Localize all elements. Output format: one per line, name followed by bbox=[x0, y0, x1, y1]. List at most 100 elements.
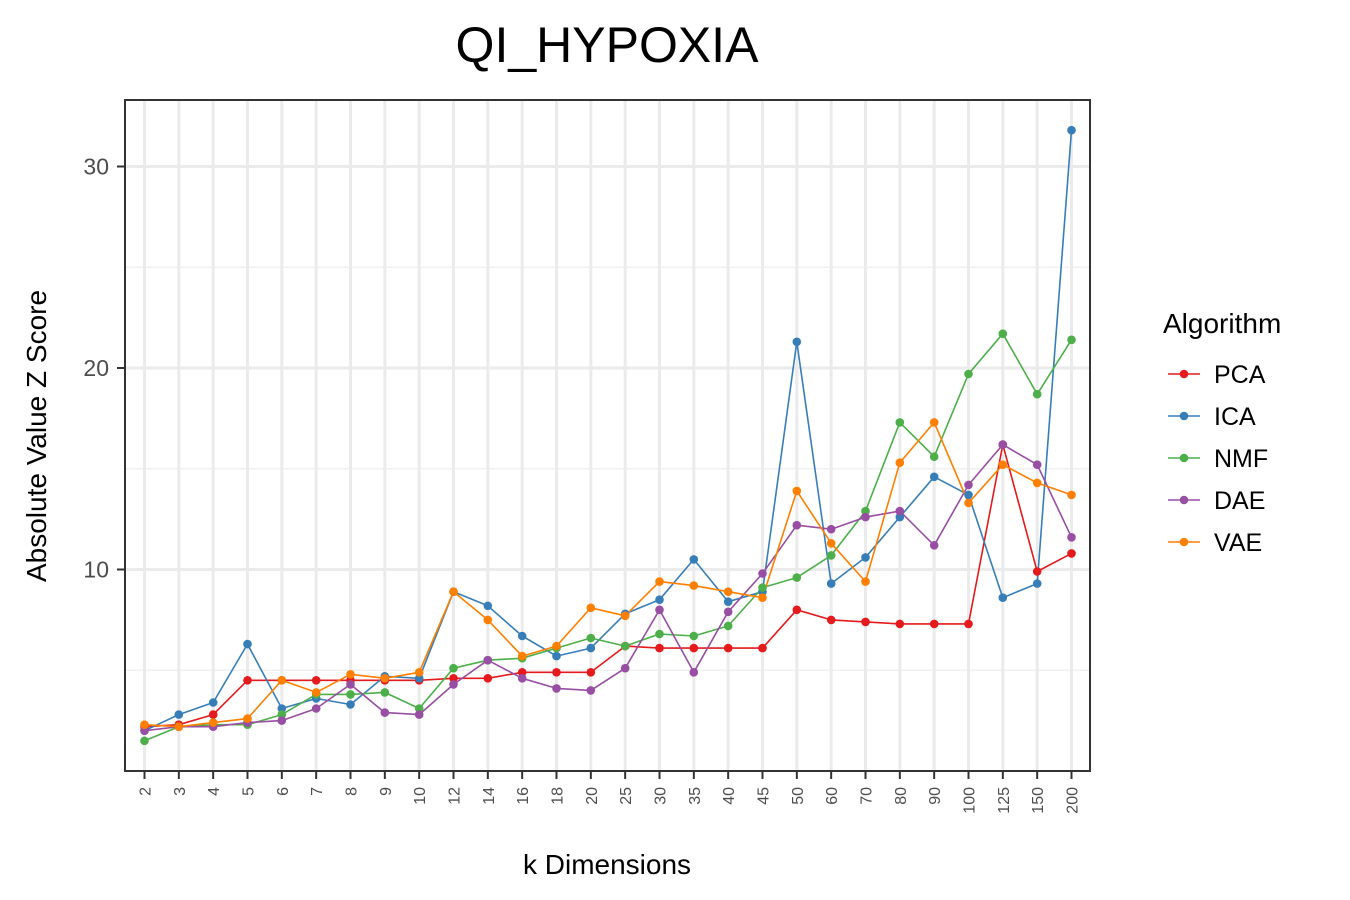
data-point-dae bbox=[758, 569, 767, 578]
legend-label-nmf: NMF bbox=[1214, 445, 1268, 473]
y-axis: 10 20 30 bbox=[83, 153, 125, 582]
x-tick-label: 5 bbox=[241, 787, 258, 796]
legend-label-vae: VAE bbox=[1214, 529, 1262, 557]
y-axis-title: Absolute Value Z Score bbox=[21, 290, 52, 582]
x-tick-label: 8 bbox=[344, 787, 361, 796]
series-points bbox=[140, 125, 1076, 746]
data-point-dae bbox=[346, 680, 355, 689]
data-point-ica bbox=[1067, 125, 1076, 135]
data-point-pca bbox=[208, 710, 218, 719]
x-tick-label: 90 bbox=[927, 787, 944, 805]
x-tick-label: 20 bbox=[584, 787, 601, 805]
data-point-dae bbox=[964, 480, 973, 490]
x-tick-label: 14 bbox=[481, 787, 498, 805]
y-tick-label: 10 bbox=[83, 556, 109, 582]
data-point-dae bbox=[311, 704, 321, 713]
data-point-dae bbox=[140, 726, 149, 735]
data-point-vae bbox=[449, 587, 458, 596]
data-point-vae bbox=[208, 718, 218, 727]
data-point-nmf bbox=[620, 641, 630, 651]
data-point-vae bbox=[311, 688, 321, 697]
data-point-ica bbox=[998, 593, 1008, 602]
x-tick-label: 25 bbox=[618, 787, 635, 805]
data-point-vae bbox=[552, 641, 561, 651]
data-point-vae bbox=[895, 458, 905, 468]
data-point-ica bbox=[655, 595, 664, 604]
data-point-ica bbox=[723, 597, 733, 606]
data-point-dae bbox=[620, 663, 630, 673]
data-point-ica bbox=[277, 704, 287, 713]
data-point-vae bbox=[826, 539, 836, 548]
data-point-ica bbox=[174, 710, 184, 719]
data-point-pca bbox=[723, 643, 733, 653]
series-lines bbox=[144, 130, 1073, 742]
data-point-nmf bbox=[346, 690, 355, 699]
data-point-ica bbox=[861, 553, 870, 562]
data-point-dae bbox=[552, 684, 561, 693]
x-axis: 2 3 4 5 6 7 8 9 10 12 14 16 18 20 25 30 35 40 45 50 60 70 80 90… bbox=[138, 771, 1082, 814]
data-point-vae bbox=[964, 498, 973, 508]
data-point-pca bbox=[929, 619, 939, 629]
x-tick-label: 40 bbox=[721, 787, 738, 805]
data-point-ica bbox=[208, 698, 218, 707]
x-tick-label: 4 bbox=[206, 787, 223, 796]
data-point-vae bbox=[483, 615, 493, 625]
x-tick-label: 3 bbox=[172, 787, 189, 796]
data-point-vae bbox=[620, 611, 630, 621]
x-tick-label: 12 bbox=[447, 787, 464, 805]
legend-key-point-ica bbox=[1179, 411, 1189, 421]
data-point-dae bbox=[998, 440, 1008, 449]
data-point-vae bbox=[655, 577, 664, 586]
series-line-ica bbox=[144, 130, 1073, 732]
data-point-pca bbox=[449, 674, 458, 683]
data-point-dae bbox=[586, 686, 596, 695]
data-point-nmf bbox=[929, 452, 939, 462]
data-point-dae bbox=[1067, 533, 1076, 542]
data-point-nmf bbox=[964, 369, 973, 379]
data-point-dae bbox=[929, 541, 939, 550]
x-tick-label: 125 bbox=[996, 787, 1013, 814]
x-tick-label: 45 bbox=[756, 787, 773, 805]
data-point-dae bbox=[483, 655, 493, 665]
data-point-ica bbox=[552, 651, 561, 661]
data-point-ica bbox=[517, 631, 527, 641]
data-point-pca bbox=[758, 643, 767, 653]
data-point-nmf bbox=[895, 418, 905, 427]
x-tick-label: 9 bbox=[378, 787, 395, 796]
data-point-nmf bbox=[792, 573, 802, 582]
data-point-pca bbox=[792, 605, 802, 615]
series-line-pca bbox=[144, 443, 1072, 728]
data-point-pca bbox=[689, 643, 699, 653]
data-point-dae bbox=[723, 607, 733, 617]
data-point-nmf bbox=[140, 736, 149, 746]
x-tick-label: 18 bbox=[550, 787, 567, 805]
x-tick-label: 100 bbox=[962, 787, 979, 814]
data-point-vae bbox=[243, 714, 252, 723]
data-point-dae bbox=[277, 716, 287, 725]
x-tick-label: 50 bbox=[790, 787, 807, 805]
data-point-nmf bbox=[414, 704, 424, 713]
data-point-pca bbox=[964, 619, 973, 629]
data-point-pca bbox=[552, 668, 561, 677]
data-point-dae bbox=[655, 605, 664, 615]
data-point-ica bbox=[243, 639, 252, 649]
data-point-pca bbox=[243, 676, 252, 685]
data-point-vae bbox=[792, 486, 802, 496]
series-line-dae bbox=[144, 443, 1073, 732]
data-point-pca bbox=[483, 674, 493, 683]
data-point-nmf bbox=[998, 329, 1008, 339]
data-point-nmf bbox=[449, 663, 458, 673]
data-point-ica bbox=[792, 337, 802, 347]
legend-label-dae: DAE bbox=[1214, 487, 1265, 515]
data-point-vae bbox=[346, 670, 355, 679]
data-point-dae bbox=[826, 524, 836, 534]
plot-panel-border bbox=[124, 99, 1091, 772]
data-point-ica bbox=[1032, 579, 1042, 588]
data-point-pca bbox=[586, 668, 596, 677]
legend-key-point-vae bbox=[1179, 537, 1189, 547]
data-point-vae bbox=[140, 720, 149, 729]
data-point-nmf bbox=[1032, 389, 1042, 399]
legend-key-point-dae bbox=[1179, 495, 1189, 505]
